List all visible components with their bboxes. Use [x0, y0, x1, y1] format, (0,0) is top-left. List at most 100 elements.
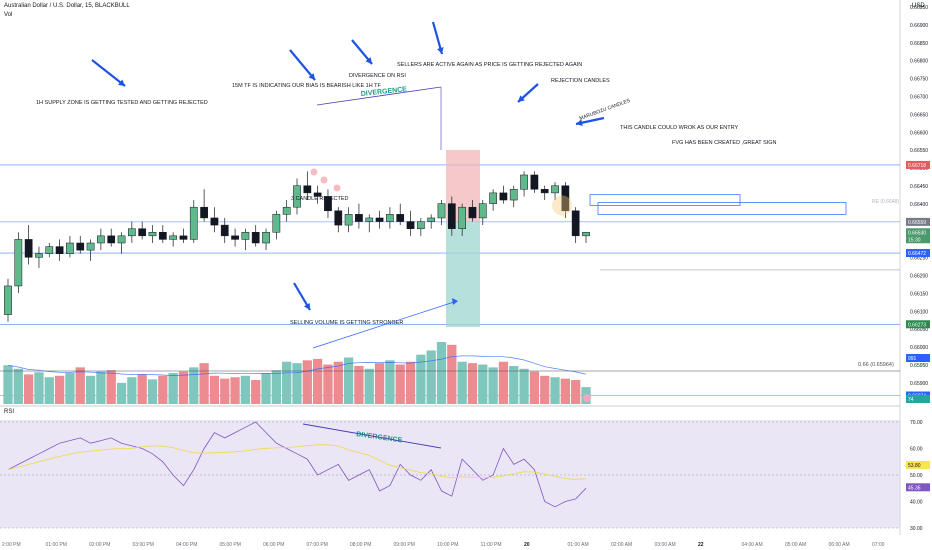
candle-body [551, 185, 559, 194]
price-badge-text: 0.66530 [908, 230, 926, 236]
volume-trend-line [312, 301, 455, 349]
volume-bar [571, 380, 581, 404]
rejection-dot [320, 176, 328, 184]
candle-body [447, 203, 456, 229]
volume-bar [395, 364, 405, 404]
volume-bar [509, 365, 519, 404]
annotation-rejection-candles: REJECTION CANDLES [551, 78, 610, 84]
candle-body [365, 217, 374, 222]
price-badge-text: 0.66472 [908, 251, 926, 257]
time-axis-label: 05:00 PM [220, 542, 241, 548]
price-badge-text: 0.66273 [908, 322, 926, 328]
position-target-zone [446, 221, 480, 328]
symbol-title: Australian Dollar / U.S. Dollar, 15, BLA… [4, 3, 130, 9]
rsi-tick-label: 70.00 [910, 420, 923, 426]
candle-body [14, 239, 23, 287]
candle-body [437, 203, 446, 219]
price-badge [906, 320, 930, 329]
volume-bar [498, 361, 509, 404]
volume-bar [44, 377, 54, 404]
candle-body [55, 246, 64, 254]
candle-body [427, 217, 436, 222]
candle-body [86, 242, 95, 251]
volume-bar [3, 365, 13, 404]
rsi-line [7, 421, 587, 508]
price-tick-label: 0.66900 [910, 23, 928, 29]
volume-bar [312, 358, 323, 404]
price-tick-label: 0.66500 [910, 166, 928, 172]
price-badge-text: 991 [908, 356, 917, 362]
candle-body [169, 235, 178, 240]
price-tick-label: 0.66450 [910, 184, 928, 190]
volume-bar [137, 374, 147, 404]
rejection-dot [310, 168, 318, 176]
price-tick-label: 0.66650 [910, 112, 928, 118]
price-badge [906, 228, 930, 237]
candle-body [324, 196, 332, 212]
volume-bar [385, 360, 395, 404]
candle-body [179, 235, 188, 240]
grey-level-label: RE (0.6648) [872, 199, 899, 205]
price-tick-label: 0.66400 [910, 202, 928, 208]
price-tick-label: 0.66250 [910, 256, 928, 262]
volume-bar [54, 375, 65, 404]
candle-body [107, 235, 116, 244]
volume-bar [34, 372, 44, 404]
arrow-rejection-head [518, 95, 525, 102]
candle-body [530, 174, 539, 190]
volume-indicator-label: Vol [4, 12, 13, 18]
price-tick-label: 0.66750 [910, 77, 928, 83]
candle-body [355, 214, 363, 222]
time-axis-label: 09:00 PM [394, 542, 415, 548]
candle-body [148, 232, 157, 237]
candle-body [499, 192, 508, 201]
arrow-supply-head [118, 79, 125, 86]
price-tick-label: 0.65950 [910, 363, 928, 369]
volume-bar [550, 377, 560, 404]
candle-body [66, 242, 74, 254]
time-axis-label: 07:00 [872, 542, 885, 548]
time-axis-label: 02:00 AM [611, 542, 632, 548]
volume-bar [529, 371, 540, 404]
price-badge [906, 160, 930, 169]
volume-bar [364, 368, 374, 404]
rsi-badge [906, 460, 930, 469]
divergence-line-rsi [302, 423, 442, 449]
volume-bar [65, 373, 75, 404]
price-badge-text: 0.66718 [908, 163, 926, 169]
volume-bar [343, 357, 354, 404]
candle-body [272, 214, 281, 233]
rsi-indicator-label: RSI [4, 409, 15, 415]
candle-body [262, 232, 270, 244]
time-axis-label: 04:00 AM [742, 542, 763, 548]
candle-body [76, 242, 85, 251]
time-axis-label: 10:00 PM [437, 542, 458, 548]
volume-bar [478, 364, 488, 404]
candle-body [334, 210, 343, 226]
volume-bar [333, 361, 343, 404]
annotation-divergence-rsi: DIVERGENCE ON RSI [349, 73, 406, 79]
rsi-badge [906, 483, 930, 492]
volume-bar [292, 363, 302, 404]
annotation-supply-zone: 1H SUPPLY ZONE IS GETTING TESTED AND GET… [36, 100, 208, 106]
price-badge-text: 15:30 [908, 237, 921, 243]
time-axis-label: 06:00 PM [263, 542, 284, 548]
price-tick-label: 0.66050 [910, 327, 928, 333]
time-axis-label: 20 [524, 542, 530, 548]
price-tick-label: 0.66950 [910, 5, 928, 11]
volume-bar [127, 377, 137, 404]
price-tick-label: 0.66550 [910, 148, 928, 154]
candle-body [293, 185, 301, 208]
candle-body [189, 206, 198, 240]
entry-highlight-circle [552, 195, 572, 216]
candle-body [561, 185, 570, 212]
candle-body [386, 214, 394, 222]
annotation-selling-volume: SELLING VOLUME IS GETTING STRONGER [290, 320, 403, 326]
volume-bar [23, 374, 34, 404]
time-axis-label: 03:00 PM [133, 542, 154, 548]
candle-body [582, 232, 590, 237]
candle-body [540, 189, 549, 194]
volume-bar [354, 365, 364, 404]
candle-body [406, 221, 415, 229]
